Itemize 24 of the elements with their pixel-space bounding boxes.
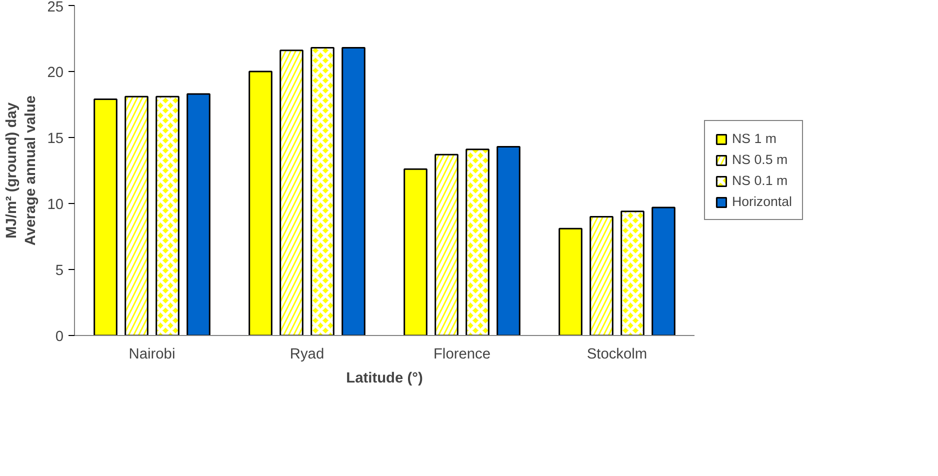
legend-label: NS 0.5 m — [732, 152, 788, 167]
y-tick-label: 10 — [47, 197, 64, 213]
x-tick-label: Stockolm — [586, 346, 648, 362]
bar — [652, 206, 676, 336]
bar — [342, 46, 366, 336]
y-tick-label: 25 — [47, 0, 64, 16]
bar — [186, 93, 210, 336]
y-axis-title: MJ/m² (ground) day Average annual value — [4, 95, 40, 246]
x-tick-label: Nairobi — [128, 346, 176, 362]
x-tick-label: Ryad — [290, 346, 324, 362]
bar — [558, 228, 582, 336]
legend-label: NS 1 m — [732, 131, 776, 146]
y-tick-label: 20 — [47, 65, 64, 81]
x-axis-title: Latitude (°) — [346, 370, 423, 386]
y-tick-label: 0 — [55, 329, 64, 345]
y-tick-label: 5 — [55, 263, 64, 279]
legend-label: Horizontal — [732, 194, 792, 209]
legend-label: NS 0.1 m — [732, 173, 788, 188]
x-tick-label: Florence — [433, 346, 491, 362]
bar — [404, 168, 428, 336]
bar — [94, 98, 118, 336]
bar — [248, 70, 272, 336]
bar — [496, 146, 520, 336]
y-tick-label: 15 — [47, 131, 64, 147]
